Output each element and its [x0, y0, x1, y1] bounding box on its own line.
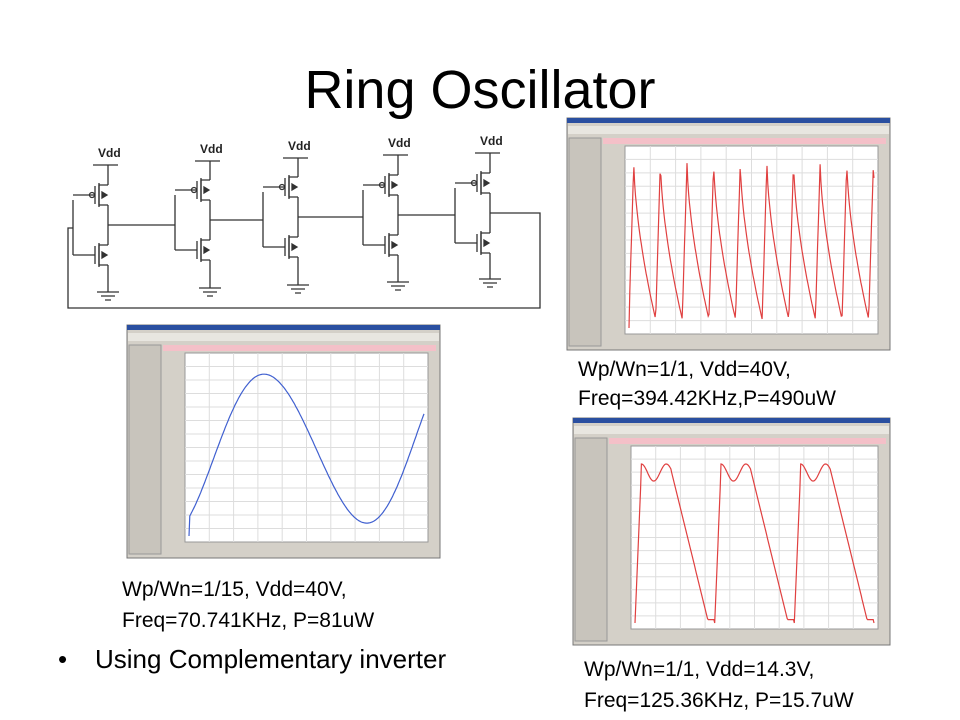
window-titlebar [127, 325, 440, 330]
vdd-label: Vdd [388, 136, 411, 150]
arrow [203, 185, 211, 195]
arrow [101, 250, 109, 260]
waveform [634, 463, 875, 624]
vdd-label: Vdd [98, 146, 121, 160]
arrow [291, 242, 299, 252]
arrow [391, 240, 399, 250]
wire [174, 189, 197, 251]
wire [475, 152, 500, 173]
caption-line: Wp/Wn=1/1, Vdd=40V, [578, 358, 791, 381]
side-panel [128, 344, 162, 555]
caption-line: Wp/Wn=1/15, Vdd=40V, [122, 578, 347, 601]
wire [387, 281, 409, 291]
wire [287, 284, 309, 294]
arrow [483, 238, 491, 248]
schematic: Vdd Vdd Vdd Vdd Vdd [67, 134, 541, 309]
wire [454, 182, 477, 244]
window-toolbar [568, 126, 889, 134]
plot-header [609, 438, 886, 444]
vdd-label: Vdd [288, 139, 311, 153]
caption-line: Freq=70.741KHz, P=81uW [122, 609, 374, 632]
waveform-window [126, 324, 441, 559]
window-titlebar [567, 118, 890, 123]
caption-line: Freq=125.36KHz, P=15.7uW [584, 689, 854, 712]
wire [67, 212, 541, 309]
wire [72, 194, 95, 256]
bullet-dot: • [58, 644, 67, 674]
wire [283, 157, 308, 177]
bullet-text: Using Complementary inverter [95, 644, 446, 674]
arrow [391, 180, 399, 190]
wire [479, 278, 501, 288]
arrow [291, 182, 299, 192]
plot-header [603, 138, 886, 144]
wire [262, 186, 285, 248]
waveform [628, 163, 875, 329]
arrow [483, 178, 491, 188]
wire [195, 160, 220, 180]
wire [93, 164, 118, 185]
window-toolbar [574, 426, 889, 434]
waveform-window [572, 417, 891, 646]
caption-line: Freq=394.42KHz,P=490uW [578, 387, 836, 410]
window-toolbar [128, 333, 439, 341]
vdd-label: Vdd [200, 142, 223, 156]
side-panel [574, 437, 608, 642]
wire [362, 184, 385, 246]
wire [97, 291, 119, 301]
window-titlebar [573, 418, 890, 423]
caption-line: Wp/Wn=1/1, Vdd=14.3V, [584, 658, 814, 681]
wire [199, 287, 221, 297]
vdd-label: Vdd [480, 134, 503, 148]
side-panel [568, 137, 602, 347]
wire [383, 154, 408, 175]
arrow [203, 245, 211, 255]
plot-header [163, 345, 436, 351]
arrow [101, 190, 109, 200]
slide-title: Ring Oscillator [304, 60, 655, 120]
screenshots [126, 117, 891, 646]
waveform [188, 373, 425, 537]
waveform-window [566, 117, 891, 351]
